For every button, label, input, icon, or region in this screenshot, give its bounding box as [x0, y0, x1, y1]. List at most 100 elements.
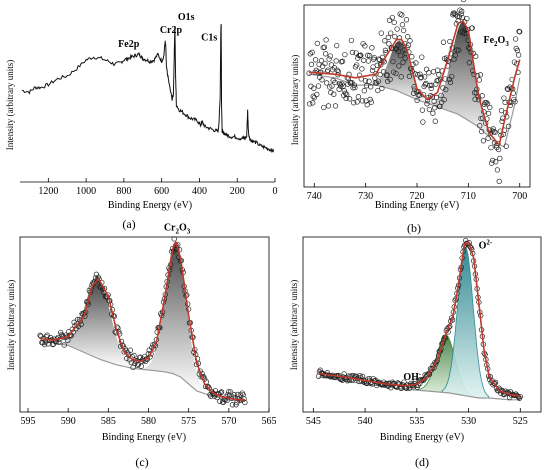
data-point: [434, 78, 440, 84]
data-point: [403, 17, 410, 23]
data-point: [396, 63, 402, 69]
data-point: [368, 99, 374, 105]
data-point: [431, 98, 437, 105]
data-point: [400, 59, 406, 65]
data-point: [380, 69, 387, 75]
x-tick-label: 575: [181, 416, 196, 427]
data-point: [430, 69, 437, 75]
data-point: [124, 355, 130, 362]
data-point: [447, 38, 453, 45]
data-point: [426, 106, 433, 113]
data-point: [207, 392, 213, 398]
data-point: [410, 90, 417, 96]
data-point: [485, 135, 491, 141]
data-point: [414, 97, 420, 104]
data-point: [409, 54, 415, 60]
data-point: [226, 389, 232, 395]
data-point: [429, 82, 435, 88]
x-tick-label: 800: [116, 186, 131, 197]
data-point: [240, 391, 246, 398]
data-point: [379, 85, 385, 92]
data-point: [317, 74, 323, 80]
x-tick-label: 730: [358, 191, 373, 202]
data-point: [477, 123, 483, 129]
panel-b-tag: (b): [407, 221, 421, 235]
data-point: [501, 95, 507, 101]
data-points: [37, 236, 248, 408]
data-point: [359, 66, 365, 72]
peak-label-1: Fe2O3: [484, 35, 510, 48]
data-point: [402, 55, 408, 61]
data-point: [454, 13, 461, 19]
data-point: [375, 78, 382, 84]
data-point: [415, 92, 421, 98]
data-point: [310, 100, 316, 106]
data-point: [397, 11, 403, 17]
data-point: [37, 332, 43, 338]
data-point: [406, 73, 413, 80]
x-tick-label: 1000: [76, 186, 96, 197]
data-point: [327, 53, 333, 59]
data-point: [328, 62, 335, 68]
data-point: [399, 22, 406, 28]
x-tick-label: 530: [461, 416, 476, 427]
data-point: [384, 72, 390, 78]
data-point: [65, 337, 71, 343]
data-point: [309, 49, 315, 55]
data-point: [352, 84, 358, 91]
data-point: [479, 93, 485, 99]
data-point: [308, 83, 314, 89]
panel-a-xlabel: Binding Energy (eV): [108, 200, 192, 211]
data-point: [466, 60, 472, 66]
x-tick-label: 545: [306, 416, 321, 427]
panel-b: Intensity (arbitrary units) Fe2O3 740 730…: [290, 0, 531, 235]
data-point: [229, 402, 236, 408]
data-point: [61, 342, 67, 348]
data-point: [430, 110, 436, 116]
data-point: [515, 52, 522, 58]
data-point: [476, 77, 482, 83]
data-point: [420, 119, 426, 125]
data-point: [364, 102, 370, 108]
data-point: [392, 45, 399, 51]
data-point: [446, 76, 452, 83]
data-point: [386, 17, 393, 23]
data-point: [494, 167, 501, 173]
data-point: [331, 91, 337, 97]
data-point: [467, 46, 473, 52]
data-point: [432, 118, 438, 124]
data-point: [451, 56, 457, 62]
data-point: [171, 236, 177, 242]
data-point: [363, 98, 369, 104]
data-point: [344, 75, 350, 81]
data-point: [436, 72, 442, 78]
data-point: [345, 81, 351, 87]
data-point: [365, 58, 372, 64]
panel-a: Intensity (arbitrary units) Fe2p Cr2p O1s C…: [5, 12, 278, 231]
data-point: [341, 92, 347, 99]
data-point: [413, 60, 419, 66]
peak-label-2: OH-: [403, 370, 422, 383]
data-point: [424, 101, 430, 107]
data-point: [398, 74, 404, 80]
data-point: [515, 394, 522, 400]
x-tick-label: 0: [273, 186, 278, 197]
data-point: [388, 30, 394, 36]
data-point: [464, 15, 470, 22]
data-point: [342, 51, 348, 58]
data-point: [310, 93, 316, 99]
data-point: [125, 352, 132, 358]
data-point: [481, 101, 488, 107]
data-point: [372, 75, 378, 81]
x-tick-label: 710: [461, 191, 476, 202]
data-point: [320, 44, 326, 51]
data-point: [412, 378, 419, 384]
data-point: [348, 37, 355, 44]
data-point: [447, 79, 454, 86]
data-point: [477, 72, 484, 78]
data-point: [418, 378, 425, 384]
data-point: [58, 329, 64, 336]
data-point: [371, 56, 377, 62]
panel-a-ylabel: Intensity (arbitrary units): [5, 60, 15, 150]
data-point: [460, 0, 467, 3]
